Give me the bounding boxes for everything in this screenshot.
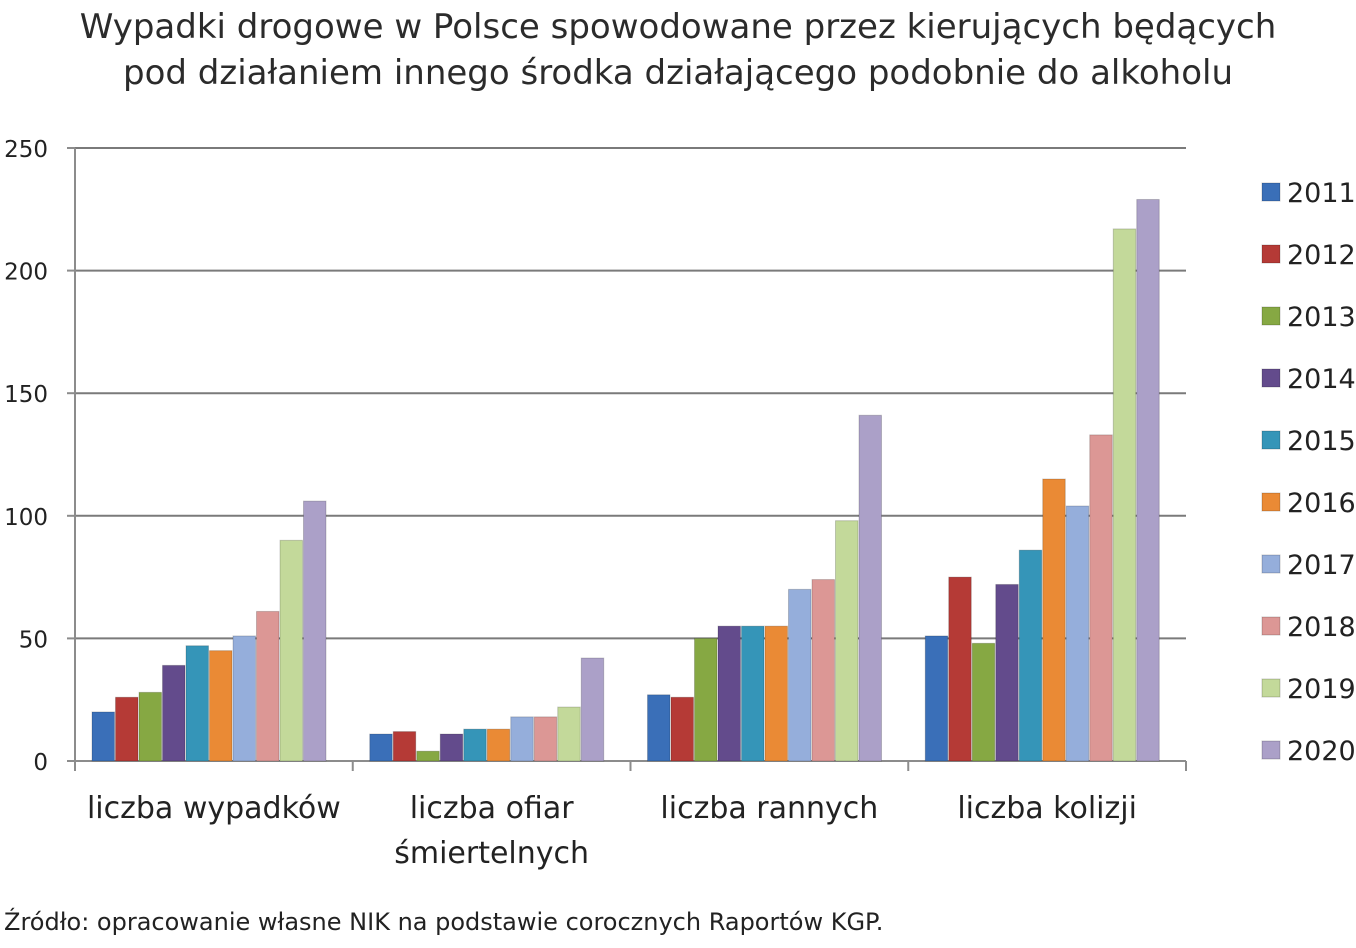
bar-2011-2 xyxy=(369,733,393,762)
y-tick-label: 50 xyxy=(19,627,48,653)
legend-label-2013: 2013 xyxy=(1287,302,1356,333)
legend-label-2019: 2019 xyxy=(1287,674,1356,705)
legend-label-2020: 2020 xyxy=(1287,736,1356,767)
bar-2013-4 xyxy=(971,642,996,762)
bar-2012-1 xyxy=(115,696,139,762)
bar-2012-4 xyxy=(948,576,972,762)
bar-2016-1 xyxy=(209,650,233,762)
legend-swatch-2019 xyxy=(1261,678,1281,698)
bar-2014-2 xyxy=(439,733,464,762)
bar-2013-2 xyxy=(416,750,440,762)
legend-swatch-2016 xyxy=(1261,492,1281,512)
legend-swatch-2013 xyxy=(1261,306,1281,326)
y-tick-label: 200 xyxy=(4,260,48,286)
bar-2017-3 xyxy=(788,588,812,762)
bar-2018-4 xyxy=(1089,434,1113,762)
legend-label-2011: 2011 xyxy=(1287,178,1356,209)
bar-2014-3 xyxy=(717,625,741,762)
legend-label-2014: 2014 xyxy=(1287,364,1356,395)
bar-2015-1 xyxy=(185,645,209,762)
bar-2015-2 xyxy=(463,728,487,762)
bar-2017-4 xyxy=(1065,505,1090,762)
y-tick-label: 250 xyxy=(4,137,48,163)
legend-label-2016: 2016 xyxy=(1287,488,1356,519)
bar-2013-1 xyxy=(138,691,162,762)
bar-2020-3 xyxy=(858,414,882,762)
legend-swatch-2015 xyxy=(1261,430,1281,450)
bar-2011-3 xyxy=(647,694,671,762)
x-category-label: liczba kolizji xyxy=(957,791,1137,826)
bar-2016-3 xyxy=(764,625,788,762)
legend-swatch-2012 xyxy=(1261,244,1281,264)
bar-2018-1 xyxy=(256,610,280,762)
bar-chart: 0 50 100 150 200 250 liczba wypadków liczba ofi… xyxy=(4,137,1356,871)
bar-2012-2 xyxy=(392,731,417,762)
bar-2019-3 xyxy=(835,520,859,762)
bar-2011-1 xyxy=(91,711,115,762)
chart-title-line-1: Wypadki drogowe w Polsce spowodowane prz… xyxy=(79,7,1277,47)
source-note: Źródło: opracowanie własne NIK na podsta… xyxy=(4,908,884,936)
x-category-label: liczba ofiar xyxy=(410,791,575,826)
x-category-label: liczba rannych xyxy=(660,791,878,826)
y-tick-label: 100 xyxy=(4,505,48,531)
legend-swatch-2018 xyxy=(1261,616,1281,636)
bar-2015-4 xyxy=(1018,549,1043,762)
legend-label-2015: 2015 xyxy=(1287,426,1356,457)
y-tick-label: 150 xyxy=(4,382,48,408)
bar-2018-2 xyxy=(533,716,558,762)
bar-2018-3 xyxy=(811,579,835,762)
bar-2014-1 xyxy=(162,664,186,762)
chart-title: Wypadki drogowe w Polsce spowodowane prz… xyxy=(0,4,1356,96)
bar-2011-4 xyxy=(924,635,949,762)
y-tick-label: 0 xyxy=(33,750,48,776)
bar-2016-2 xyxy=(486,728,511,762)
bar-2019-1 xyxy=(279,539,303,762)
legend-label-2012: 2012 xyxy=(1287,240,1356,271)
bar-2014-4 xyxy=(995,583,1019,762)
bar-2019-2 xyxy=(557,706,581,762)
bar-2013-3 xyxy=(694,637,718,762)
bar-2020-2 xyxy=(580,657,605,762)
x-category-label: liczba wypadków xyxy=(87,791,341,826)
bar-2015-3 xyxy=(741,625,765,762)
legend-label-2018: 2018 xyxy=(1287,612,1356,643)
bar-2017-2 xyxy=(510,716,534,762)
x-category-label: śmiertelnych xyxy=(394,836,589,871)
bar-2020-4 xyxy=(1136,198,1160,762)
legend-swatch-2020 xyxy=(1261,740,1281,760)
bar-2016-4 xyxy=(1042,478,1066,762)
bar-2012-3 xyxy=(670,696,694,762)
bar-2017-1 xyxy=(232,635,256,762)
chart-title-line-2: pod działaniem innego środka działająceg… xyxy=(123,53,1233,93)
bar-2019-4 xyxy=(1112,228,1137,762)
legend-swatch-2014 xyxy=(1261,368,1281,388)
legend-swatch-2011 xyxy=(1261,182,1281,202)
legend-swatch-2017 xyxy=(1261,554,1281,574)
legend-label-2017: 2017 xyxy=(1287,550,1356,581)
bar-2020-1 xyxy=(303,500,327,762)
